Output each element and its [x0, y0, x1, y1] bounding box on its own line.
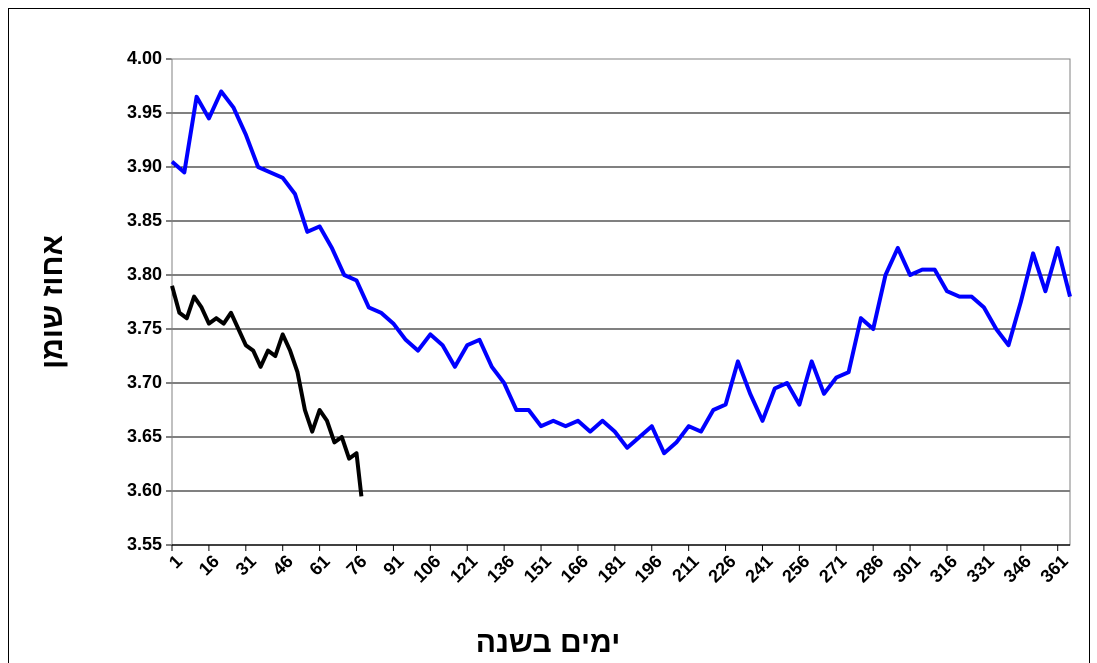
x-tick-label: 301: [889, 551, 924, 586]
x-axis-title: ימים בשנה: [476, 626, 621, 659]
x-tick-label: 241: [741, 551, 776, 586]
y-tick-label: 3.65: [127, 426, 162, 446]
y-tick-label: 3.90: [127, 156, 162, 176]
x-tick-label: 181: [594, 551, 629, 586]
x-tick-label: 211: [668, 551, 703, 586]
x-tick-label: 61: [305, 551, 333, 579]
x-tick-label: 1: [165, 551, 186, 572]
x-tick-label: 286: [852, 551, 887, 586]
y-tick-label: 3.55: [127, 534, 162, 554]
x-tick-label: 151: [520, 551, 555, 586]
x-tick-label: 256: [778, 551, 813, 586]
x-tick-label: 361: [1036, 551, 1071, 586]
x-tick-label: 91: [379, 551, 407, 579]
x-tick-label: 196: [631, 551, 666, 586]
x-tick-label: 331: [963, 551, 998, 586]
x-tick-label: 121: [446, 551, 481, 586]
y-tick-label: 3.70: [127, 372, 162, 392]
x-tick-label: 16: [195, 551, 223, 579]
y-tick-label: 4.00: [127, 48, 162, 68]
plot-area: [171, 58, 1071, 546]
y-tick-label: 3.60: [127, 480, 162, 500]
y-tick-label: 3.75: [127, 318, 162, 338]
data-line: [170, 285, 364, 497]
x-tick-label: 271: [815, 551, 850, 586]
x-tick-label: 166: [557, 551, 592, 586]
y-axis-title: אחוז שומן: [36, 235, 69, 369]
x-tick-label: 76: [342, 551, 370, 579]
x-tick-label: 46: [269, 551, 297, 579]
y-tick-label: 3.85: [127, 210, 162, 230]
y-tick-label: 3.80: [127, 264, 162, 284]
x-tick-label: 136: [483, 551, 518, 586]
x-tick-label: 31: [232, 551, 260, 579]
x-tick-label: 106: [409, 551, 444, 586]
x-tick-label: 316: [926, 551, 961, 586]
chart-frame: [8, 8, 1090, 663]
y-tick-label: 3.95: [127, 102, 162, 122]
x-tick-label: 346: [1000, 551, 1035, 586]
x-tick-label: 226: [704, 551, 739, 586]
data-line: [170, 89, 1072, 456]
